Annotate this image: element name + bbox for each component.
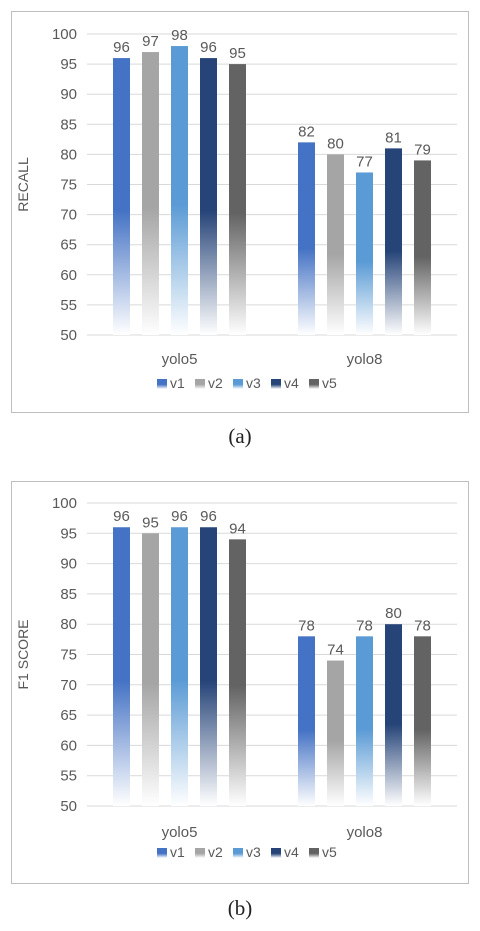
y-tick-label: 85: [60, 586, 77, 603]
legend-swatch-v4: [271, 848, 281, 858]
legend-swatch-v2: [195, 848, 205, 858]
data-label: 96: [113, 508, 130, 525]
bar-yolo8-v4: [385, 148, 402, 335]
y-tick-label: 60: [60, 737, 77, 754]
legend-label-v3: v3: [246, 375, 261, 391]
legend-label-v4: v4: [284, 375, 299, 391]
legend-label-v2: v2: [208, 844, 223, 860]
y-tick-label: 75: [60, 647, 77, 664]
data-label: 82: [298, 123, 315, 140]
y-tick-label: 70: [60, 677, 77, 694]
y-tick-label: 95: [60, 525, 77, 542]
y-tick-label: 100: [52, 495, 77, 512]
data-label: 96: [200, 39, 217, 56]
legend-swatch-v5: [309, 848, 319, 858]
data-label: 95: [142, 514, 159, 531]
data-label: 96: [200, 508, 217, 525]
data-label: 94: [229, 520, 246, 537]
y-tick-label: 60: [60, 267, 77, 284]
bar-yolo5-v1: [113, 527, 130, 806]
bar-yolo8-v5: [414, 160, 431, 335]
y-tick-label: 90: [60, 556, 77, 573]
legend-swatch-v2: [195, 379, 205, 389]
legend-label-v5: v5: [322, 844, 337, 860]
legend-swatch-v4: [271, 379, 281, 389]
y-tick-label: 65: [60, 707, 77, 724]
bar-yolo5-v2: [142, 52, 159, 336]
legend-swatch-v3: [233, 848, 243, 858]
legend-label-v1: v1: [170, 844, 185, 860]
bar-yolo5-v4: [200, 527, 217, 806]
y-axis-title: RECALL: [15, 157, 31, 212]
data-label: 81: [385, 129, 402, 146]
bar-yolo8-v1: [298, 142, 315, 335]
y-tick-label: 85: [60, 116, 77, 133]
legend-swatch-v5: [309, 379, 319, 389]
legend-label-v3: v3: [246, 844, 261, 860]
category-label-yolo5: yolo5: [162, 824, 198, 841]
legend-label-v1: v1: [170, 375, 185, 391]
legend-label-v4: v4: [284, 844, 299, 860]
data-label: 78: [414, 617, 431, 634]
bar-yolo5-v1: [113, 58, 130, 336]
category-label-yolo8: yolo8: [347, 351, 383, 368]
y-tick-label: 65: [60, 237, 77, 254]
bar-yolo5-v3: [171, 527, 188, 806]
recall-chart-panel: 50 55 60 65 70 75 80 85 90 95 100 RECALL 96 97 98 96 95 y…: [11, 11, 469, 413]
data-label: 98: [171, 27, 188, 44]
bar-yolo8-v2: [327, 154, 344, 335]
recall-chart: 50 55 60 65 70 75 80 85 90 95 100 RECALL 96 97 98 96 95 y…: [15, 26, 457, 391]
caption-b: (b): [227, 896, 253, 920]
bar-yolo8-v1: [298, 636, 315, 806]
data-label: 97: [142, 33, 159, 50]
y-tick-label: 90: [60, 86, 77, 103]
bar-yolo8-v4: [385, 624, 402, 806]
category-label-yolo8: yolo8: [347, 824, 383, 841]
data-label: 80: [327, 135, 344, 152]
data-label: 95: [229, 45, 246, 62]
data-label: 79: [414, 141, 431, 158]
bar-yolo5-v2: [142, 533, 159, 806]
data-label: 80: [385, 605, 402, 622]
legend-label-v2: v2: [208, 375, 223, 391]
bar-yolo8-v3: [356, 636, 373, 806]
data-label: 78: [298, 617, 315, 634]
data-label: 74: [327, 642, 344, 659]
f1-score-chart: 50 55 60 65 70 75 80 85 90 95 100 F1 SCORE 96 95 96 96 9…: [15, 495, 457, 860]
bar-yolo8-v3: [356, 172, 373, 335]
y-tick-label: 50: [60, 327, 77, 344]
bar-yolo8-v5: [414, 636, 431, 806]
data-label: 96: [171, 508, 188, 525]
y-tick-label: 70: [60, 207, 77, 224]
bar-yolo8-v2: [327, 660, 344, 806]
y-tick-label: 100: [52, 26, 77, 43]
y-axis-title: F1 SCORE: [15, 619, 31, 689]
y-tick-label: 75: [60, 177, 77, 194]
data-label: 77: [356, 153, 373, 170]
y-tick-label: 95: [60, 56, 77, 73]
data-label: 78: [356, 617, 373, 634]
legend-swatch-v1: [157, 848, 167, 858]
f1-score-chart-panel: 50 55 60 65 70 75 80 85 90 95 100 F1 SCORE 96 95 96 96 9…: [11, 481, 469, 884]
category-label-yolo5: yolo5: [162, 351, 198, 368]
y-tick-label: 55: [60, 297, 77, 314]
legend-swatch-v3: [233, 379, 243, 389]
bar-yolo5-v3: [171, 46, 188, 335]
bar-yolo5-v5: [229, 64, 246, 335]
y-tick-label: 80: [60, 146, 77, 163]
caption-a: (a): [228, 424, 252, 448]
y-tick-label: 55: [60, 768, 77, 785]
bar-yolo5-v4: [200, 58, 217, 336]
data-label: 96: [113, 39, 130, 56]
bar-yolo5-v5: [229, 539, 246, 806]
y-tick-label: 50: [60, 798, 77, 815]
legend-swatch-v1: [157, 379, 167, 389]
legend-label-v5: v5: [322, 375, 337, 391]
y-tick-label: 80: [60, 616, 77, 633]
